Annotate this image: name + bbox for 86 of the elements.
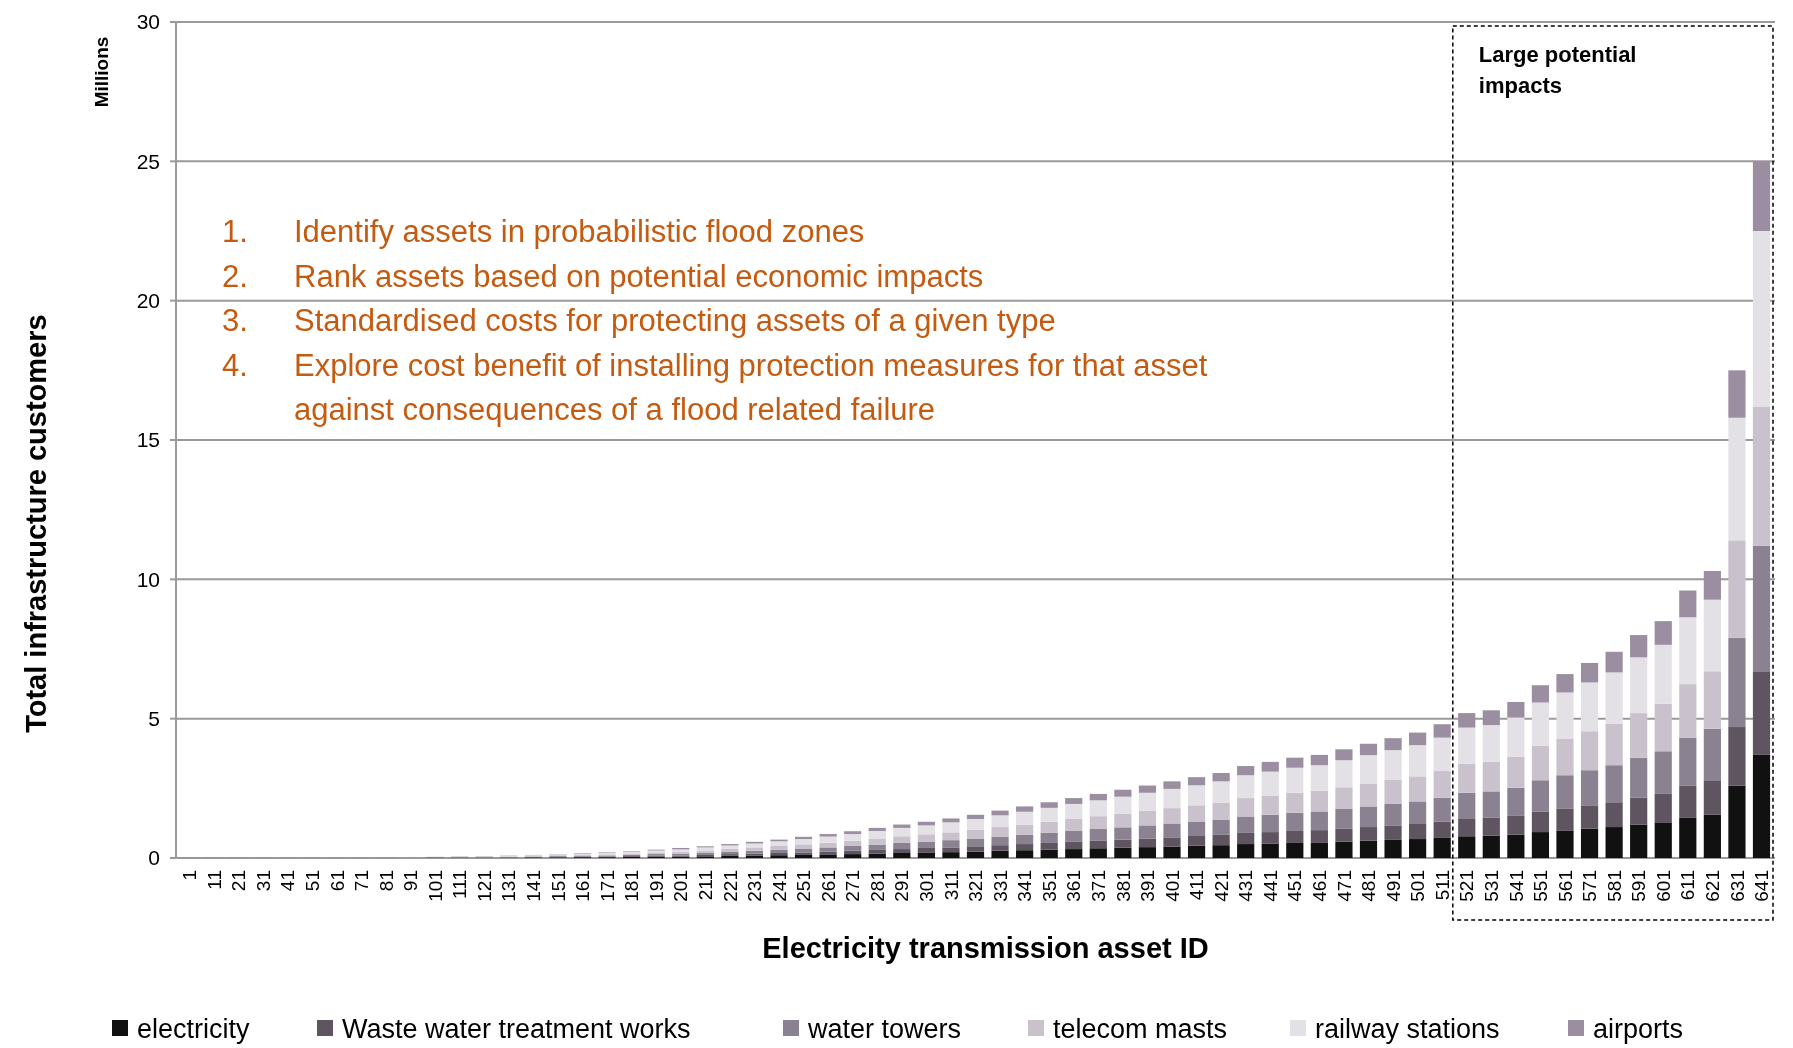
x-tick-label: 571 bbox=[1579, 870, 1601, 902]
x-tick-label: 1 bbox=[179, 870, 201, 881]
x-tick-label: 541 bbox=[1505, 870, 1527, 902]
x-tick-label: 181 bbox=[621, 870, 643, 902]
x-tick-label: 591 bbox=[1628, 870, 1650, 902]
x-tick-label: 301 bbox=[916, 870, 938, 902]
x-tick-label: 521 bbox=[1456, 870, 1478, 902]
x-tick-label: 401 bbox=[1161, 870, 1183, 902]
x-tick-label: 261 bbox=[817, 870, 839, 902]
x-tick-label: 361 bbox=[1063, 870, 1085, 902]
text: 2. Rank assets based on potential economic impacts bbox=[222, 258, 984, 294]
legend-label: water towers bbox=[807, 1014, 962, 1044]
y-tick-label: 5 bbox=[148, 707, 160, 731]
legend-label: railway stations bbox=[1315, 1014, 1500, 1044]
x-tick-label: 621 bbox=[1702, 870, 1724, 902]
x-tick-label: 41 bbox=[277, 870, 299, 892]
x-tick-label: 491 bbox=[1382, 870, 1404, 902]
x-axis-title: Electricity transmission asset ID bbox=[762, 932, 1209, 964]
x-tick-label: 141 bbox=[523, 870, 545, 902]
x-tick-label: 221 bbox=[719, 870, 741, 902]
x-tick-label: 71 bbox=[351, 870, 373, 892]
legend-label: Waste water treatment works bbox=[342, 1014, 691, 1044]
x-tick-label: 111 bbox=[449, 870, 471, 899]
x-tick-label: 31 bbox=[252, 870, 274, 892]
x-tick-label: 611 bbox=[1677, 870, 1699, 901]
x-tick-label: 381 bbox=[1112, 870, 1134, 902]
text: 1. Identify assets in probabilistic flood zones bbox=[222, 214, 865, 249]
x-tick-label: 351 bbox=[1038, 870, 1060, 902]
text: 4. Explore cost benefit of installing protection measures for that asset against consequences of a flood related failure bbox=[222, 347, 1208, 427]
y-axis-title: Total infrastructure customers bbox=[20, 314, 52, 733]
x-tick-label: 271 bbox=[842, 870, 864, 902]
x-tick-label: 281 bbox=[866, 870, 888, 902]
x-tick-label: 251 bbox=[793, 870, 815, 902]
y-tick-label: 20 bbox=[136, 289, 160, 313]
x-tick-label: 191 bbox=[645, 870, 667, 902]
x-tick-label: 341 bbox=[1014, 870, 1036, 902]
x-tick-label: 581 bbox=[1603, 870, 1625, 902]
x-tick-label: 61 bbox=[326, 870, 348, 892]
x-tick-label: 151 bbox=[547, 870, 569, 902]
x-tick-label: 561 bbox=[1554, 870, 1576, 902]
x-tick-label: 241 bbox=[768, 870, 790, 902]
x-tick-label: 231 bbox=[744, 870, 766, 902]
legend-label: electricity bbox=[137, 1014, 251, 1044]
x-tick-label: 171 bbox=[596, 870, 618, 902]
x-tick-label: 431 bbox=[1235, 870, 1257, 902]
x-tick-label: 471 bbox=[1333, 870, 1355, 902]
x-tick-label: 291 bbox=[891, 870, 913, 902]
x-tick-label: 531 bbox=[1480, 870, 1502, 902]
x-tick-label: 51 bbox=[301, 870, 323, 892]
x-tick-label: 461 bbox=[1309, 870, 1331, 902]
x-tick-label: 11 bbox=[203, 870, 225, 890]
x-tick-label: 451 bbox=[1284, 870, 1306, 902]
x-tick-label: 21 bbox=[228, 870, 250, 892]
x-tick-label: 501 bbox=[1407, 870, 1429, 902]
x-tick-label: 201 bbox=[670, 870, 692, 902]
y-tick-label: 10 bbox=[136, 567, 160, 591]
legend-label: airports bbox=[1593, 1014, 1684, 1044]
x-tick-label: 311 bbox=[940, 870, 962, 901]
text: 3. Standardised costs for protecting assets of a given type bbox=[222, 303, 1056, 338]
y-tick-label: 15 bbox=[136, 428, 160, 452]
y-tick-label: 25 bbox=[136, 149, 160, 173]
x-tick-label: 481 bbox=[1358, 870, 1380, 902]
x-tick-label: 331 bbox=[989, 870, 1011, 902]
x-tick-label: 101 bbox=[424, 870, 446, 902]
x-tick-label: 161 bbox=[572, 870, 594, 902]
x-tick-label: 81 bbox=[375, 870, 397, 892]
x-tick-label: 121 bbox=[473, 870, 495, 902]
x-tick-label: 211 bbox=[694, 870, 716, 901]
x-tick-label: 391 bbox=[1137, 870, 1159, 902]
x-tick-label: 441 bbox=[1259, 870, 1281, 902]
x-tick-label: 551 bbox=[1530, 870, 1552, 902]
x-tick-label: 321 bbox=[965, 870, 987, 902]
x-tick-label: 511 bbox=[1431, 870, 1453, 901]
x-tick-label: 411 bbox=[1186, 870, 1208, 901]
x-tick-label: 421 bbox=[1210, 870, 1232, 902]
x-tick-label: 641 bbox=[1751, 870, 1773, 902]
legend-label: telecom masts bbox=[1053, 1014, 1228, 1044]
x-tick-label: 131 bbox=[498, 870, 520, 902]
x-tick-label: 91 bbox=[400, 870, 422, 892]
text: Millions bbox=[91, 36, 112, 108]
x-tick-label: 601 bbox=[1652, 870, 1674, 902]
y-tick-label: 30 bbox=[136, 10, 160, 34]
y-tick-label: 0 bbox=[148, 846, 160, 870]
x-tick-label: 631 bbox=[1726, 870, 1748, 902]
x-tick-label: 371 bbox=[1087, 870, 1109, 902]
annotation: Large potential impacts bbox=[1478, 42, 1637, 98]
